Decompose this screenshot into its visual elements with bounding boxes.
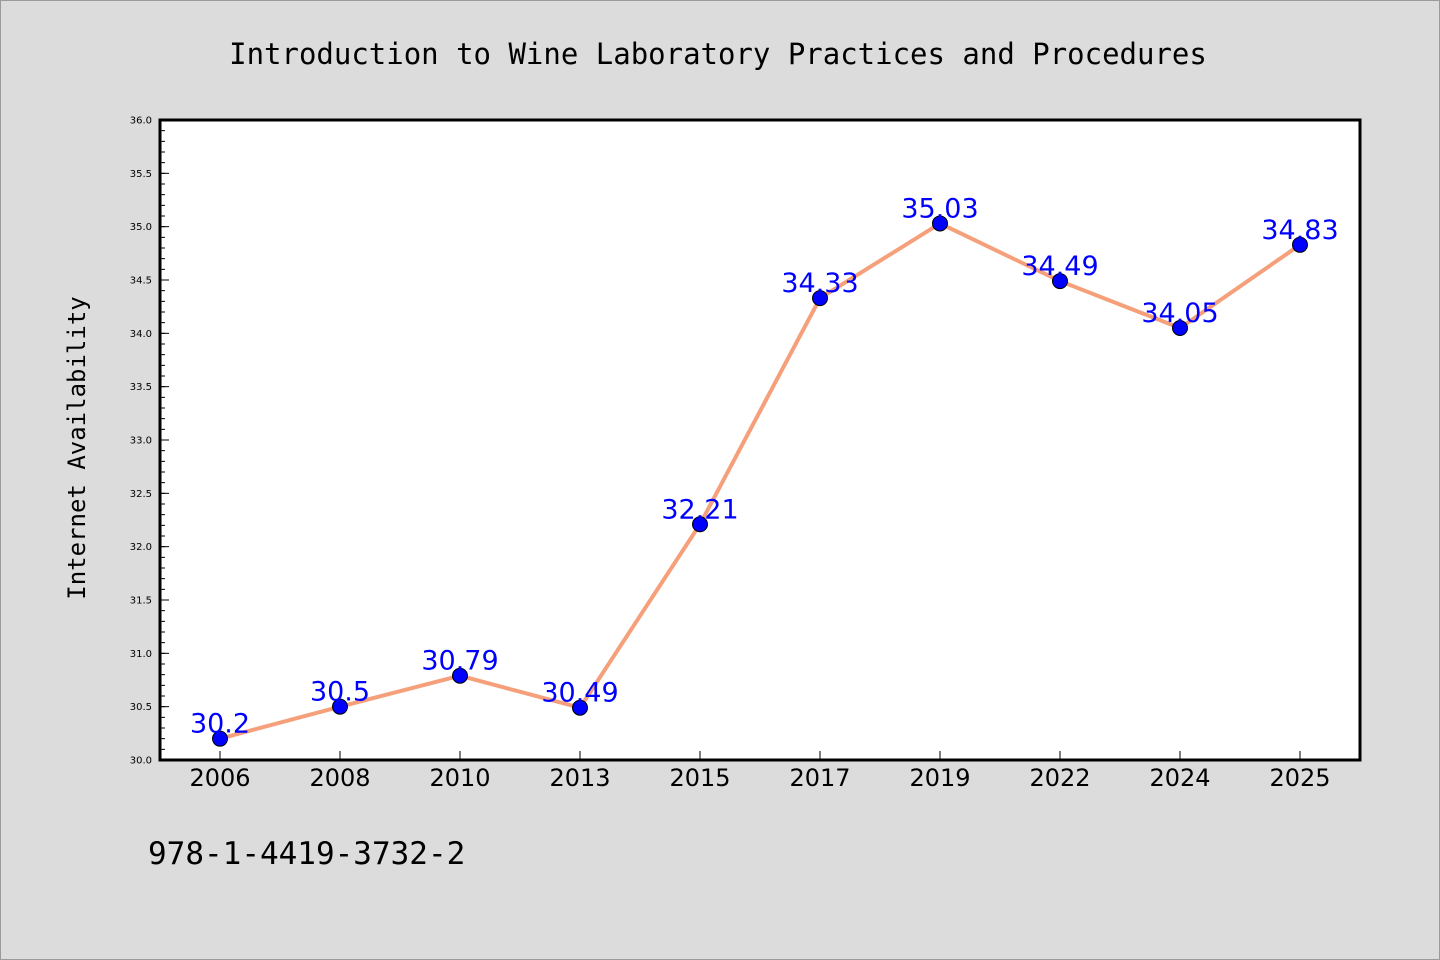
data-label: 34.83 [1261, 215, 1338, 246]
plot-border [158, 118, 1362, 762]
data-labels-group: 30.2 30.5 30.79 30.49 32.21 34.33 35.03 34.49 34… [190, 193, 1339, 739]
markers-group [212, 215, 1308, 747]
data-label: 30.5 [310, 677, 370, 708]
data-label: 34.33 [781, 268, 858, 299]
data-point [332, 698, 348, 715]
data-point [212, 730, 228, 747]
data-label: 32.21 [661, 494, 738, 525]
x-tick-label: 2024 [1149, 764, 1210, 792]
x-tick-label: 2015 [669, 764, 730, 792]
data-point [812, 290, 828, 307]
data-label: 35.03 [901, 193, 978, 224]
y-axis-label: Internet Availability [63, 296, 91, 599]
x-tick-label: 2010 [429, 764, 490, 792]
y-tick-label: 30.0 [130, 756, 152, 767]
x-tick-label: 2013 [549, 764, 610, 792]
y-tick-label: 35.0 [130, 222, 152, 233]
data-label: 30.49 [541, 678, 618, 709]
y-tick-label: 32.0 [130, 542, 152, 553]
data-point [1052, 273, 1068, 290]
y-tick-label: 35.5 [130, 169, 152, 180]
data-label: 34.05 [1141, 298, 1218, 329]
data-point [932, 215, 948, 232]
y-tick-label: 31.0 [130, 649, 152, 660]
data-point [1292, 236, 1308, 253]
y-tick-label: 36.0 [130, 116, 152, 127]
y-tick-label: 33.0 [130, 436, 152, 447]
x-tick-label: 2017 [789, 764, 850, 792]
data-label: 30.79 [421, 646, 498, 677]
y-tick-label: 32.5 [130, 489, 152, 500]
x-axis: 2006 2008 2010 2013 2015 2017 2019 2022 2024 2025 [189, 751, 1331, 792]
data-point [572, 699, 588, 716]
x-tick-label: 2006 [189, 764, 250, 792]
x-tick-label: 2019 [909, 764, 970, 792]
series-line [218, 221, 1302, 741]
chart-title: Introduction to Wine Laboratory Practice… [229, 37, 1207, 71]
isbn-text: 978-1-4419-3732-2 [148, 836, 465, 872]
series-group [218, 221, 1302, 741]
data-point [452, 667, 468, 684]
data-point [692, 516, 708, 533]
y-tick-label: 34.5 [130, 276, 152, 287]
x-tick-label: 2008 [309, 764, 370, 792]
plot-area [160, 120, 1360, 760]
data-label: 34.49 [1021, 251, 1098, 282]
data-label: 30.2 [190, 709, 250, 740]
x-tick-label: 2022 [1029, 764, 1090, 792]
y-tick-label: 31.5 [130, 596, 152, 607]
data-point [1172, 320, 1188, 336]
y-tick-label: 34.0 [130, 329, 152, 340]
y-tick-label: 33.5 [130, 382, 152, 393]
x-tick-label: 2025 [1269, 764, 1330, 792]
y-tick-label: 30.5 [130, 702, 152, 713]
